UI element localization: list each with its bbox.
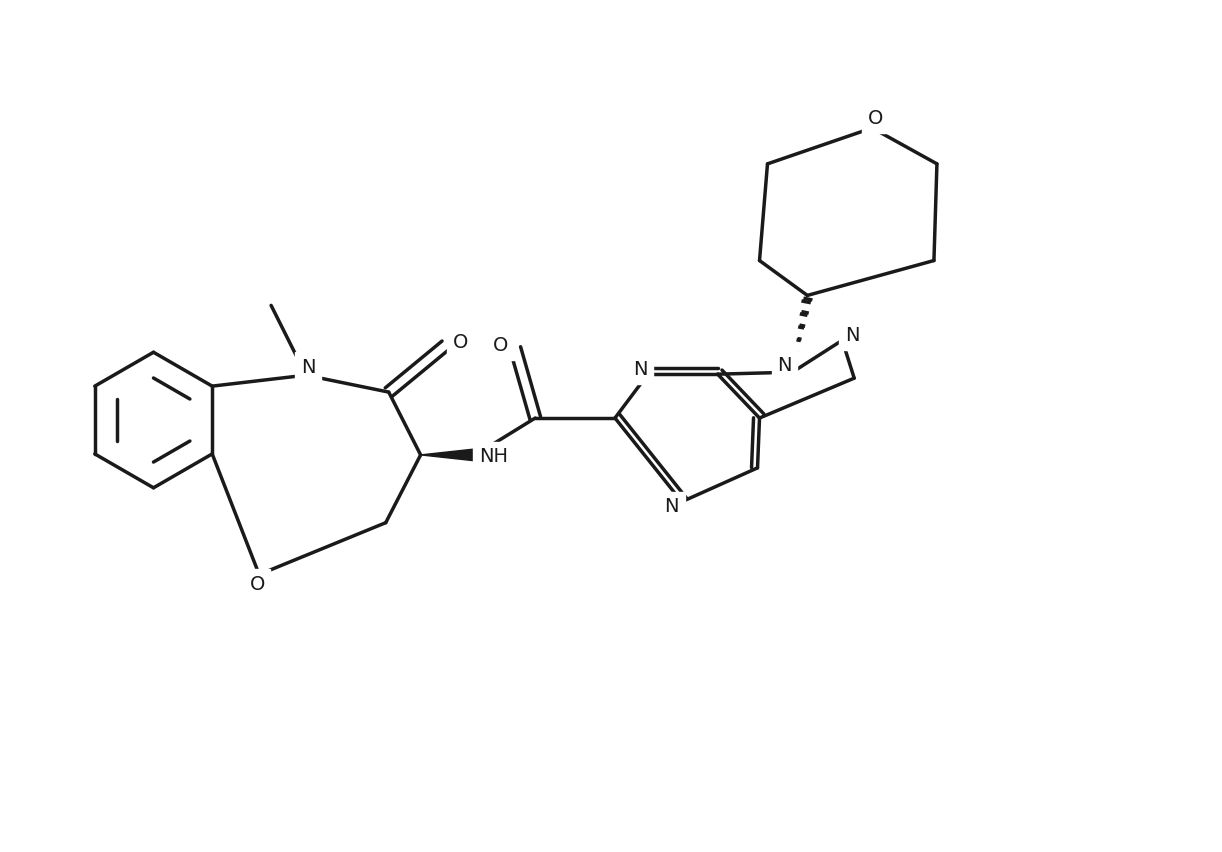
Text: NH: NH [479, 447, 508, 466]
Text: O: O [249, 575, 265, 594]
Text: N: N [665, 498, 679, 516]
Text: N: N [844, 325, 859, 345]
Polygon shape [420, 449, 475, 461]
Text: N: N [777, 355, 792, 375]
Text: N: N [301, 358, 315, 377]
Text: N: N [633, 360, 648, 378]
Text: O: O [868, 108, 882, 128]
Text: O: O [453, 333, 468, 352]
Text: O: O [492, 336, 508, 354]
